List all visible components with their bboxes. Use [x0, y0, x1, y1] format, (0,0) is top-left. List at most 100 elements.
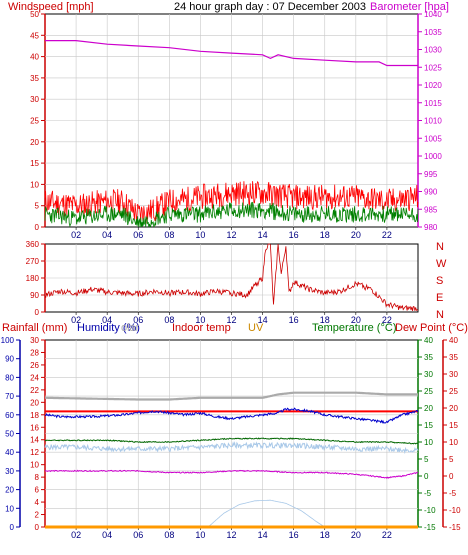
- rain-axis-ticklabel-10: 10: [30, 461, 39, 470]
- climate-xtick-04: 04: [102, 530, 112, 540]
- direction-xtick-06: 06: [133, 315, 143, 325]
- rain-axis-ticklabel-24: 24: [30, 373, 39, 382]
- climate-xtick-12: 12: [226, 530, 236, 540]
- direction-axis-ticklabel-90: 90: [30, 291, 39, 300]
- baro-axis-ticklabel-1005: 1005: [424, 134, 442, 143]
- rain-axis-ticklabel-26: 26: [30, 361, 39, 370]
- dew-point-axis-ticklabel--15: -15: [449, 523, 461, 532]
- temperature-axis-ticklabel-10: 10: [424, 438, 433, 447]
- climate-xtick-06: 06: [133, 530, 143, 540]
- baro-axis-ticklabel-1030: 1030: [424, 46, 442, 55]
- wind-axis-ticklabel-10: 10: [30, 180, 39, 189]
- baro-axis-ticklabel-1040: 1040: [424, 10, 442, 19]
- rain-axis-ticklabel-6: 6: [35, 486, 40, 495]
- rain-title: Rainfall (mm): [2, 322, 67, 334]
- baro-title: Barometer [hpa]: [370, 1, 449, 13]
- temperature-axis-ticklabel-25: 25: [424, 387, 433, 396]
- temperature-axis-ticklabel-30: 30: [424, 370, 433, 379]
- dew-point-axis-ticklabel-5: 5: [449, 455, 454, 464]
- wind-xtick-08: 08: [164, 230, 174, 240]
- rain-axis-ticklabel-12: 12: [30, 448, 39, 457]
- humidity-axis-ticklabel-40: 40: [5, 448, 14, 457]
- wind-xtick-12: 12: [226, 230, 236, 240]
- wind-xtick-06: 06: [133, 230, 143, 240]
- direction-xtick-10: 10: [195, 315, 205, 325]
- wind-axis-ticklabel-15: 15: [30, 159, 39, 168]
- compass-e: E: [436, 292, 443, 304]
- direction-xtick-18: 18: [320, 315, 330, 325]
- wind-gust-series: [44, 180, 419, 224]
- wind-xtick-14: 14: [258, 230, 268, 240]
- temperature-axis-ticklabel--15: -15: [424, 523, 436, 532]
- rain-axis-ticklabel-28: 28: [30, 348, 39, 357]
- dew-point-axis-ticklabel-20: 20: [449, 404, 458, 413]
- dew-point-axis-ticklabel-0: 0: [449, 472, 454, 481]
- humidity-axis-ticklabel-60: 60: [5, 411, 14, 420]
- climate-xtick-14: 14: [258, 530, 268, 540]
- dew-point-title: Dew Point (°C): [395, 322, 468, 334]
- wind-axis-ticklabel-35: 35: [30, 74, 39, 83]
- wind-axis-ticklabel-5: 5: [35, 202, 40, 211]
- temperature-axis-ticklabel-15: 15: [424, 421, 433, 430]
- humidity-axis-ticklabel-70: 70: [5, 392, 14, 401]
- temperature-axis-ticklabel-35: 35: [424, 353, 433, 362]
- rain-axis-ticklabel-20: 20: [30, 398, 39, 407]
- dew-point-lower-series: [44, 469, 419, 479]
- wind-xtick-22: 22: [382, 230, 392, 240]
- uv-title: UV: [248, 322, 264, 334]
- rain-axis-ticklabel-2: 2: [35, 511, 40, 520]
- wind-xtick-04: 04: [102, 230, 112, 240]
- direction-xtick-04: 04: [102, 315, 112, 325]
- temperature-axis-ticklabel-0: 0: [424, 472, 429, 481]
- direction-xtick-14: 14: [258, 315, 268, 325]
- direction-axis-ticklabel-360: 360: [26, 240, 40, 249]
- wind-axis-ticklabel-20: 20: [30, 138, 39, 147]
- humidity-title: Humidity (%): [77, 322, 140, 334]
- chart-layer: 0510152025303540455098098599099510001005…: [1, 10, 461, 540]
- wind-axis-ticklabel-25: 25: [30, 117, 39, 126]
- humidity-axis-ticklabel-100: 100: [1, 336, 15, 345]
- rain-axis-ticklabel-8: 8: [35, 473, 40, 482]
- wind-axis-ticklabel-30: 30: [30, 95, 39, 104]
- wind-xtick-20: 20: [351, 230, 361, 240]
- climate-xtick-08: 08: [164, 530, 174, 540]
- wind-axis-ticklabel-45: 45: [30, 31, 39, 40]
- humidity-axis-ticklabel-80: 80: [5, 373, 14, 382]
- direction-xtick-02: 02: [71, 315, 81, 325]
- dew-point-axis-ticklabel--5: -5: [449, 489, 457, 498]
- baro-axis-ticklabel-1035: 1035: [424, 28, 442, 37]
- wind-xtick-10: 10: [195, 230, 205, 240]
- wind-xtick-18: 18: [320, 230, 330, 240]
- baro-axis-ticklabel-995: 995: [424, 170, 438, 179]
- baro-axis-ticklabel-985: 985: [424, 205, 438, 214]
- wind-axis-ticklabel-40: 40: [30, 53, 39, 62]
- temperature-axis-ticklabel--5: -5: [424, 489, 432, 498]
- direction-xtick-22: 22: [382, 315, 392, 325]
- humidity-axis-ticklabel-20: 20: [5, 486, 14, 495]
- humidity-axis-ticklabel-0: 0: [10, 523, 15, 532]
- wind-direction-series: [44, 243, 419, 311]
- climate-xtick-22: 22: [382, 530, 392, 540]
- rain-axis-ticklabel-18: 18: [30, 411, 39, 420]
- climate-xtick-16: 16: [289, 530, 299, 540]
- humidity-series: [44, 407, 419, 424]
- dew-point-axis-ticklabel-15: 15: [449, 421, 458, 430]
- climate-xtick-18: 18: [320, 530, 330, 540]
- climate-xtick-20: 20: [351, 530, 361, 540]
- rain-axis-ticklabel-16: 16: [30, 423, 39, 432]
- dew-point-axis-ticklabel-25: 25: [449, 387, 458, 396]
- direction-xtick-20: 20: [351, 315, 361, 325]
- dew-point-axis-ticklabel--10: -10: [449, 506, 461, 515]
- rain-axis-ticklabel-14: 14: [30, 436, 39, 445]
- wind-title: Windspeed [mph]: [8, 1, 94, 13]
- wind-xtick-16: 16: [289, 230, 299, 240]
- indoor-temp-title: Indoor temp: [172, 322, 231, 334]
- baro-axis-ticklabel-1025: 1025: [424, 63, 442, 72]
- uv-arc-series: [207, 499, 326, 528]
- dew-point-series: [44, 441, 419, 455]
- temperature-title: Temperature (°C): [312, 322, 396, 334]
- temperature-axis-ticklabel--10: -10: [424, 506, 436, 515]
- direction-axis-ticklabel-0: 0: [35, 308, 40, 317]
- humidity-axis-ticklabel-30: 30: [5, 467, 14, 476]
- wind-axis-ticklabel-50: 50: [30, 10, 39, 19]
